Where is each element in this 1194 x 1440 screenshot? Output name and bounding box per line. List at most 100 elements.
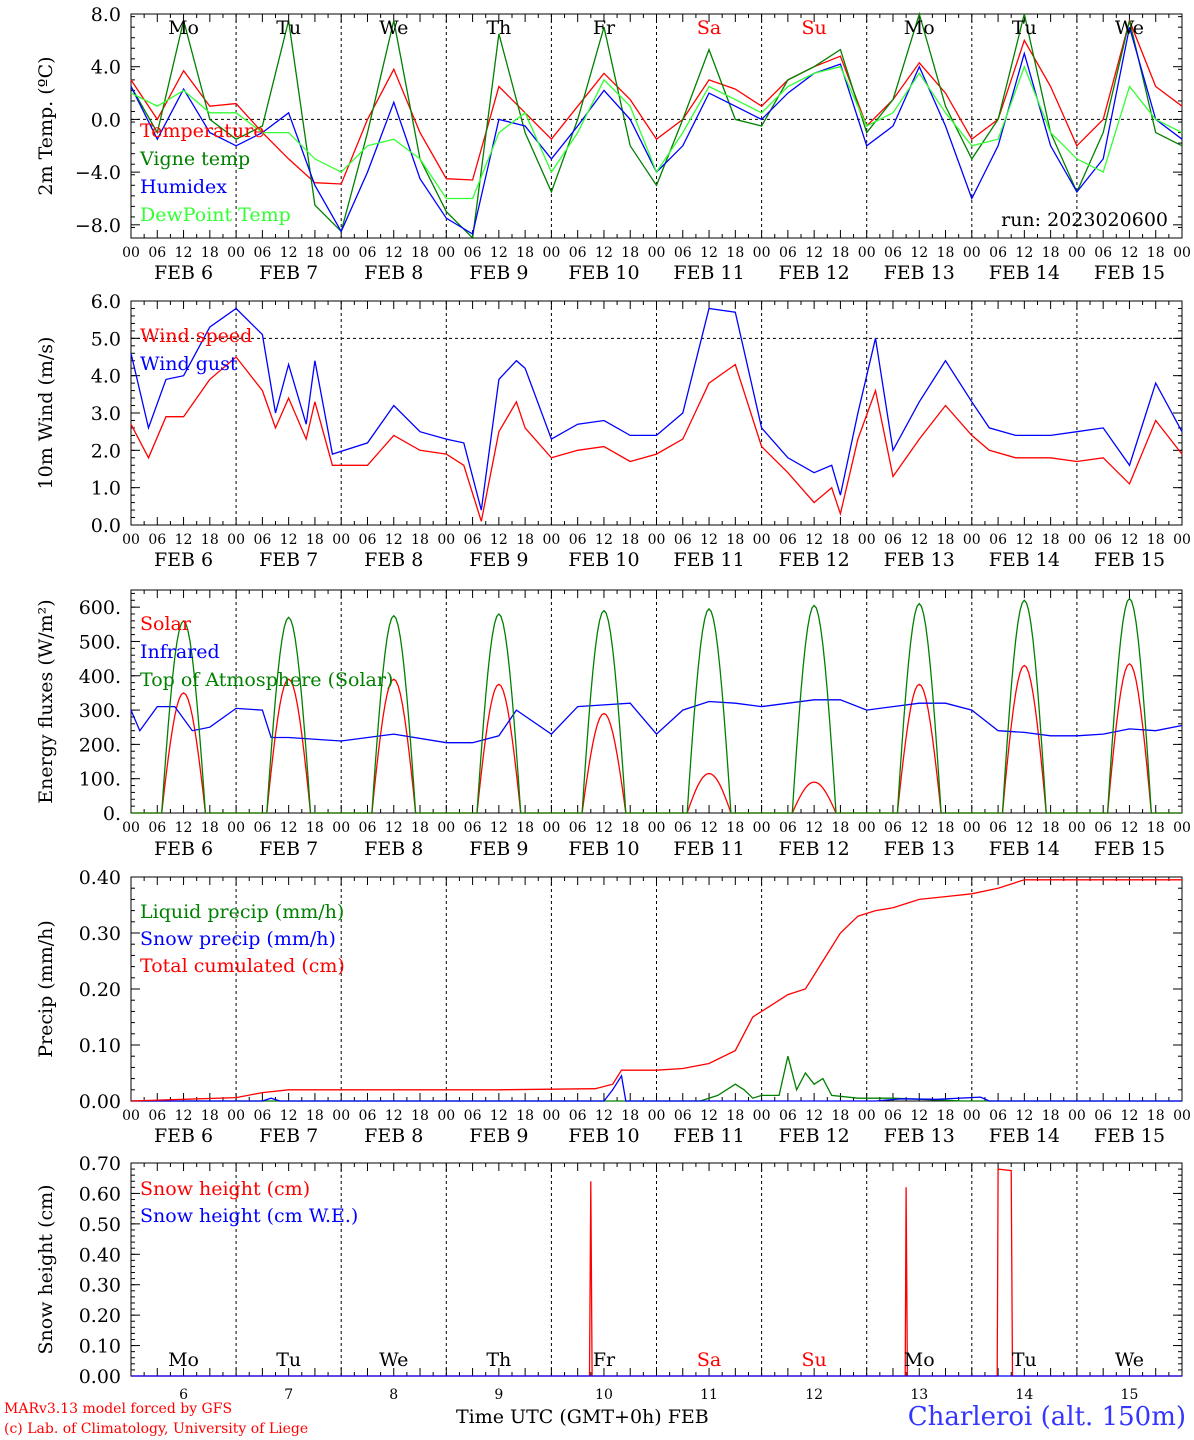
legend-entry: Snow height (cm) [140, 1178, 310, 1200]
lab-credit: (c) Lab. of Climatology, University of L… [4, 1421, 309, 1437]
day-label: FEB 14 [989, 262, 1060, 284]
y-tick-label: 0.10 [79, 1336, 121, 1358]
hour-tick-label: 12 [1015, 1108, 1033, 1124]
legend-entry: Snow height (cm W.E.) [140, 1205, 358, 1227]
hour-tick-label: 18 [306, 532, 324, 548]
panel-4 [130, 876, 1183, 1102]
hour-tick-label: 06 [779, 820, 797, 836]
hour-tick-label: 00 [542, 532, 560, 548]
series-line [130, 64, 1183, 200]
hour-tick-label: 18 [1042, 245, 1060, 261]
hour-tick-label: 12 [910, 1108, 928, 1124]
panel-1 [130, 11, 1183, 240]
hour-tick-label: 12 [385, 1108, 403, 1124]
y-tick-label: 0.0 [91, 515, 121, 537]
hour-tick-label: 06 [569, 532, 587, 548]
day-label: FEB 10 [568, 549, 639, 571]
hour-tick-label: 18 [937, 1108, 955, 1124]
weekday-label: Mo [904, 1349, 935, 1371]
hour-tick-label: 12 [595, 245, 613, 261]
day-label: FEB 9 [469, 838, 528, 860]
panel-2 [130, 300, 1183, 526]
day-label: FEB 13 [884, 262, 955, 284]
legend-entry: Total cumulated (cm) [140, 955, 345, 977]
hour-tick-label: 12 [1121, 820, 1139, 836]
y-tick-label: 0.00 [79, 1091, 121, 1113]
hour-tick-label: 06 [148, 245, 166, 261]
y-axis-title: Energy fluxes (W/m²) [35, 599, 57, 803]
hour-tick-label: 18 [1042, 532, 1060, 548]
hour-tick-label: 06 [779, 532, 797, 548]
day-number-label: 8 [389, 1387, 398, 1403]
hour-tick-label: 18 [1042, 820, 1060, 836]
hour-tick-label: 06 [569, 820, 587, 836]
day-label: FEB 10 [568, 262, 639, 284]
hour-tick-label: 00 [858, 245, 876, 261]
day-label: FEB 8 [364, 549, 423, 571]
legend-entry: Solar [140, 613, 192, 635]
hour-tick-label: 12 [490, 245, 508, 261]
hour-tick-label: 00 [1173, 532, 1191, 548]
weekday-label: Tu [1012, 17, 1037, 39]
y-tick-label: 0.60 [79, 1183, 121, 1205]
hour-tick-label: 00 [122, 820, 140, 836]
y-tick-label: 2.0 [91, 440, 121, 462]
day-label: FEB 7 [259, 1125, 318, 1147]
series-line [130, 699, 1183, 744]
hour-tick-label: 06 [464, 820, 482, 836]
legend-entry: Humidex [140, 176, 227, 198]
day-label: FEB 13 [884, 1125, 955, 1147]
hour-tick-label: 12 [700, 532, 718, 548]
hour-tick-label: 12 [805, 532, 823, 548]
run-annotation: run: 2023020600 [1001, 209, 1168, 231]
hour-tick-label: 18 [726, 1108, 744, 1124]
hour-tick-label: 00 [332, 1108, 350, 1124]
hour-tick-label: 00 [648, 820, 666, 836]
hour-tick-label: 00 [122, 1108, 140, 1124]
hour-tick-label: 00 [122, 245, 140, 261]
hour-tick-label: 00 [437, 820, 455, 836]
hour-tick-label: 00 [1068, 820, 1086, 836]
hour-tick-label: 00 [753, 820, 771, 836]
day-label: FEB 13 [884, 549, 955, 571]
hour-tick-label: 00 [753, 1108, 771, 1124]
panel-frame [130, 589, 1183, 814]
hour-tick-label: 12 [1121, 245, 1139, 261]
hour-tick-label: 06 [569, 245, 587, 261]
hour-tick-label: 06 [1094, 245, 1112, 261]
day-label: FEB 6 [154, 838, 213, 860]
weekday-label: Fr [593, 1349, 616, 1371]
hour-tick-label: 00 [227, 245, 245, 261]
hour-tick-label: 12 [910, 532, 928, 548]
hour-tick-label: 18 [832, 820, 850, 836]
weekday-label: Sa [697, 17, 721, 39]
hour-tick-label: 12 [175, 1108, 193, 1124]
y-tick-label: 0.00 [79, 1366, 121, 1388]
day-label: FEB 12 [779, 549, 850, 571]
hour-tick-label: 00 [963, 820, 981, 836]
day-label: FEB 12 [779, 838, 850, 860]
hour-tick-label: 18 [1147, 245, 1165, 261]
y-tick-label: 3.0 [91, 403, 121, 425]
y-axis-title: Precip (mm/h) [35, 920, 57, 1058]
series-line [130, 356, 1183, 522]
hour-tick-label: 06 [1094, 1108, 1112, 1124]
hour-tick-label: 06 [253, 1108, 271, 1124]
day-label: FEB 7 [259, 262, 318, 284]
hour-tick-label: 00 [963, 532, 981, 548]
x-axis-title: Time UTC (GMT+0h) FEB [456, 1406, 709, 1428]
hour-tick-label: 06 [148, 532, 166, 548]
day-label: FEB 7 [259, 549, 318, 571]
y-tick-label: 100. [79, 769, 121, 791]
day-number-label: 14 [1015, 1387, 1033, 1403]
hour-tick-label: 12 [280, 532, 298, 548]
hour-tick-label: 00 [1068, 245, 1086, 261]
hour-tick-label: 12 [490, 820, 508, 836]
y-tick-label: 0.0 [91, 109, 121, 131]
day-number-label: 11 [700, 1387, 718, 1403]
hour-tick-label: 18 [306, 820, 324, 836]
hour-tick-label: 00 [1068, 532, 1086, 548]
legend-entry: Snow precip (mm/h) [140, 928, 336, 950]
weekday-label: Tu [276, 1349, 301, 1371]
weekday-label: Mo [904, 17, 935, 39]
